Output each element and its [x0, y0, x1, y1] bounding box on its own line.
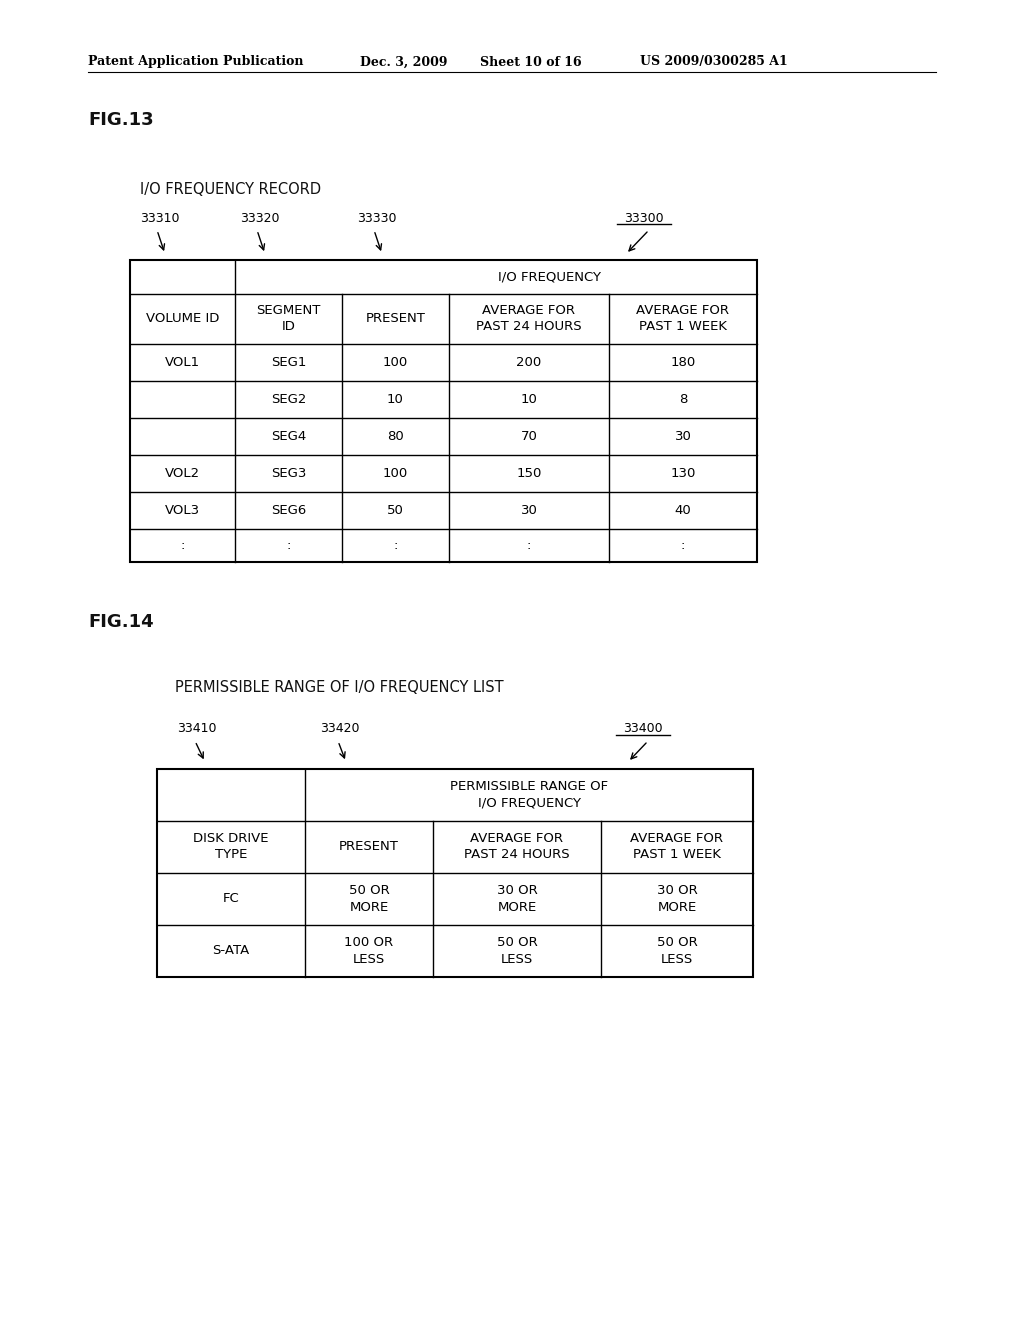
Text: :: : — [526, 539, 531, 552]
Text: AVERAGE FOR
PAST 1 WEEK: AVERAGE FOR PAST 1 WEEK — [631, 833, 724, 862]
Text: 180: 180 — [671, 356, 695, 370]
Text: :: : — [287, 539, 291, 552]
Text: SEG2: SEG2 — [270, 393, 306, 407]
Text: 10: 10 — [520, 393, 538, 407]
Text: I/O FREQUENCY: I/O FREQUENCY — [498, 271, 601, 284]
Text: PERMISSIBLE RANGE OF
I/O FREQUENCY: PERMISSIBLE RANGE OF I/O FREQUENCY — [450, 780, 608, 810]
Text: SEGMENT
ID: SEGMENT ID — [256, 305, 321, 334]
Text: 50 OR
LESS: 50 OR LESS — [497, 936, 538, 966]
Text: AVERAGE FOR
PAST 24 HOURS: AVERAGE FOR PAST 24 HOURS — [476, 305, 582, 334]
Text: 100: 100 — [383, 356, 409, 370]
Text: 30: 30 — [675, 430, 691, 444]
Text: 50 OR
LESS: 50 OR LESS — [656, 936, 697, 966]
Text: S-ATA: S-ATA — [212, 945, 250, 957]
Bar — [157, 770, 753, 977]
Text: :: : — [180, 539, 184, 552]
Text: FIG.13: FIG.13 — [88, 111, 154, 129]
Bar — [130, 260, 757, 562]
Text: VOL2: VOL2 — [165, 467, 200, 480]
Text: SEG4: SEG4 — [271, 430, 306, 444]
Text: 40: 40 — [675, 504, 691, 517]
Text: 33400: 33400 — [624, 722, 663, 735]
Text: SEG3: SEG3 — [270, 467, 306, 480]
Text: 33330: 33330 — [357, 211, 396, 224]
Text: FC: FC — [222, 892, 240, 906]
Text: 100 OR
LESS: 100 OR LESS — [344, 936, 393, 966]
Text: PERMISSIBLE RANGE OF I/O FREQUENCY LIST: PERMISSIBLE RANGE OF I/O FREQUENCY LIST — [175, 680, 504, 694]
Text: Dec. 3, 2009: Dec. 3, 2009 — [360, 55, 447, 69]
Text: FIG.14: FIG.14 — [88, 612, 154, 631]
Text: 30 OR
MORE: 30 OR MORE — [656, 884, 697, 913]
Text: 70: 70 — [520, 430, 538, 444]
Text: 130: 130 — [671, 467, 695, 480]
Text: 50: 50 — [387, 504, 403, 517]
Text: 10: 10 — [387, 393, 403, 407]
Text: I/O FREQUENCY RECORD: I/O FREQUENCY RECORD — [140, 182, 322, 198]
Text: 33300: 33300 — [625, 211, 664, 224]
Text: Sheet 10 of 16: Sheet 10 of 16 — [480, 55, 582, 69]
Text: 150: 150 — [516, 467, 542, 480]
Text: VOL1: VOL1 — [165, 356, 200, 370]
Text: 33420: 33420 — [321, 722, 359, 735]
Text: DISK DRIVE
TYPE: DISK DRIVE TYPE — [194, 833, 268, 862]
Text: AVERAGE FOR
PAST 24 HOURS: AVERAGE FOR PAST 24 HOURS — [464, 833, 569, 862]
Text: US 2009/0300285 A1: US 2009/0300285 A1 — [640, 55, 787, 69]
Text: SEG6: SEG6 — [271, 504, 306, 517]
Text: 8: 8 — [679, 393, 687, 407]
Text: 100: 100 — [383, 467, 409, 480]
Text: :: : — [393, 539, 397, 552]
Text: 200: 200 — [516, 356, 542, 370]
Text: Patent Application Publication: Patent Application Publication — [88, 55, 303, 69]
Text: 80: 80 — [387, 430, 403, 444]
Text: 30 OR
MORE: 30 OR MORE — [497, 884, 538, 913]
Text: 33310: 33310 — [140, 211, 180, 224]
Text: 50 OR
MORE: 50 OR MORE — [348, 884, 389, 913]
Text: PRESENT: PRESENT — [339, 841, 399, 854]
Text: AVERAGE FOR
PAST 1 WEEK: AVERAGE FOR PAST 1 WEEK — [637, 305, 729, 334]
Text: SEG1: SEG1 — [270, 356, 306, 370]
Text: 30: 30 — [520, 504, 538, 517]
Text: 33410: 33410 — [177, 722, 217, 735]
Text: VOLUME ID: VOLUME ID — [145, 313, 219, 326]
Text: 33320: 33320 — [241, 211, 280, 224]
Text: VOL3: VOL3 — [165, 504, 200, 517]
Text: PRESENT: PRESENT — [366, 313, 425, 326]
Text: :: : — [681, 539, 685, 552]
